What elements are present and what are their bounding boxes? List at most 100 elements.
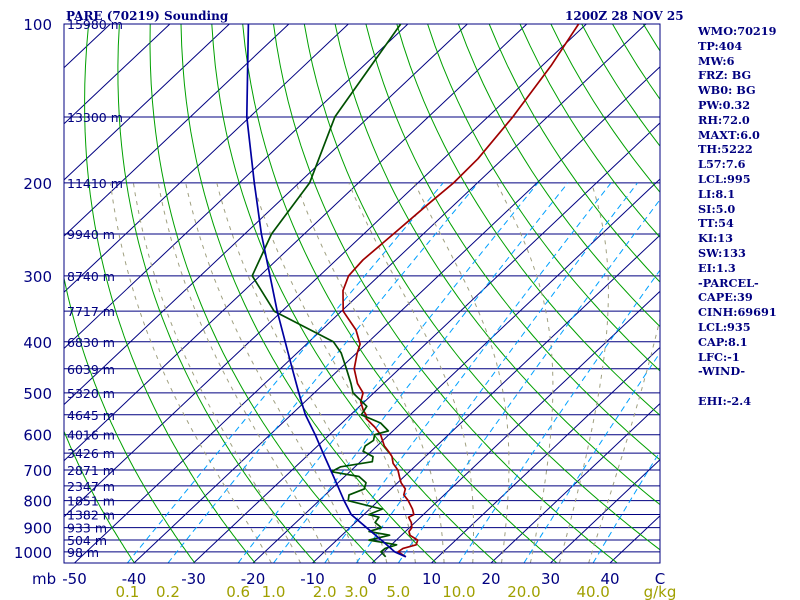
moist-adiabat-line [558,182,609,563]
index-entry: WMO:70219 [698,24,777,38]
chart-title: PARE (70219) Sounding [66,9,229,23]
pressure-tick-label: 600 [23,427,52,445]
index-entry: CAP:8.1 [698,334,748,349]
dry-adiabat-line [427,24,660,372]
mixing-ratio-label: 20.0 [507,583,540,600]
isotherm-line [64,24,409,350]
isotherm-line [133,66,660,563]
dewpoint-curve [251,24,402,558]
mixing-ratio-label: 0.6 [226,583,250,600]
height-label: 7717 m [67,304,115,319]
chart-datetime: 1200Z 28 NOV 25 [565,9,684,23]
height-label: 98 m [67,545,99,560]
mixing-ratio-label: 0.1 [115,583,139,600]
mixing-ratio-label: 2.0 [313,583,337,600]
isotherm-line [193,122,660,563]
height-label: 4645 m [67,408,115,423]
height-label: 504 m [67,533,107,548]
moist-adiabat-line [132,182,302,563]
dry-adiabat-line [334,24,660,506]
dry-adiabat-line [211,24,497,563]
moist-adiabat-line [414,182,510,563]
plot-frame [63,23,661,564]
index-entry: RH:72.0 [698,112,750,127]
isotherm-line [64,24,171,125]
index-entry: WB0: BG [698,83,756,98]
parcel-curve [245,24,407,558]
isotherm-line [64,24,230,181]
mixing-ratio-label: 10.0 [442,583,475,600]
dry-adiabat-line [117,24,316,563]
isotherm-line [64,24,587,518]
dry-adiabat-line [84,24,256,563]
index-entry: KI:13 [698,231,733,246]
background-lines [64,24,660,563]
height-label: 11410 m [67,176,123,191]
isotherm-line [431,346,660,563]
height-label: 2347 m [67,479,115,494]
isotherm-line [74,24,647,563]
mixing-ratio-line [397,198,660,563]
temperature-curve [342,24,580,558]
moist-adiabat-line [110,182,272,563]
index-entry: -PARCEL- [698,275,759,290]
dry-adiabat-line [149,24,377,563]
index-entry: TH:5222 [698,142,753,157]
mixing-ratio-label: 1.0 [262,583,286,600]
dry-adiabat-line [365,24,660,461]
moist-adiabat-line [348,182,474,563]
moist-adiabat-line [496,182,554,563]
temperature-tick-label: 0 [367,570,377,588]
mixing-ratio-line [127,182,444,563]
mixing-ratio-labels: 0.1 0.2 0.6 1.0 2.0 3.0 5.0 10.0 20.0 40.0 g/kg [115,583,676,600]
temperature-tick-label: -50 [62,570,87,588]
height-label: 15980 m [67,17,123,32]
pressure-tick-label: 800 [23,493,52,511]
isotherm-line [252,178,660,563]
index-entry: TT:54 [698,216,734,231]
index-entry: EHI:-2.4 [698,393,752,408]
temperature-axis: -50 -40 -30 -20 -10 0 10 20 30 40 C [62,570,665,588]
index-entry [698,379,777,394]
pressure-axis-label: mb [32,570,56,588]
index-entry: L57:7.6 [698,157,746,172]
mixing-ratio-unit: g/kg [644,583,677,600]
pressure-tick-label: 500 [23,385,52,403]
isotherm-line [64,24,528,462]
pressure-axis: 100 200 300 400 500 600 700 800 900 1000 mb [14,16,56,588]
mixing-ratio-line [273,182,569,563]
temperature-tick-label: 40 [600,570,619,588]
moist-adiabat-line [157,182,330,563]
temperature-tick-label: -40 [122,570,147,588]
dry-adiabat-line [273,24,618,563]
mixing-ratio-line [523,351,660,563]
mixing-ratio-label: 0.2 [156,583,180,600]
index-entry: MAXT:6.0 [698,127,760,142]
isotherm-line [490,402,660,563]
height-label: 6039 m [67,362,115,377]
moist-adiabat-line [216,182,388,563]
height-label: 1382 m [67,508,115,523]
dry-adiabat-line [64,430,135,563]
index-entry: SW:133 [698,245,746,260]
height-label: 4016 m [67,428,115,443]
temperature-tick-label: 10 [422,570,441,588]
temperature-tick-label: 20 [481,570,500,588]
index-entry: LI:8.1 [698,186,736,201]
height-label: 1851 m [67,494,115,509]
pressure-tick-label: 1000 [14,544,52,562]
isotherm-line [64,24,290,237]
mixing-ratio-line [237,182,539,563]
temperature-tick-label: -20 [241,570,266,588]
temperature-unit-label: C [655,570,665,588]
height-label: 8740 m [67,269,115,284]
dry-adiabat-line [457,24,660,328]
dry-adiabat-line [180,24,437,563]
height-label: 13300 m [67,110,123,125]
mixing-ratio-line [458,269,660,563]
isotherm-line [550,459,660,563]
height-label: 3426 m [67,446,115,461]
mixing-ratio-line [324,182,612,563]
moist-adiabat-line [185,182,359,563]
